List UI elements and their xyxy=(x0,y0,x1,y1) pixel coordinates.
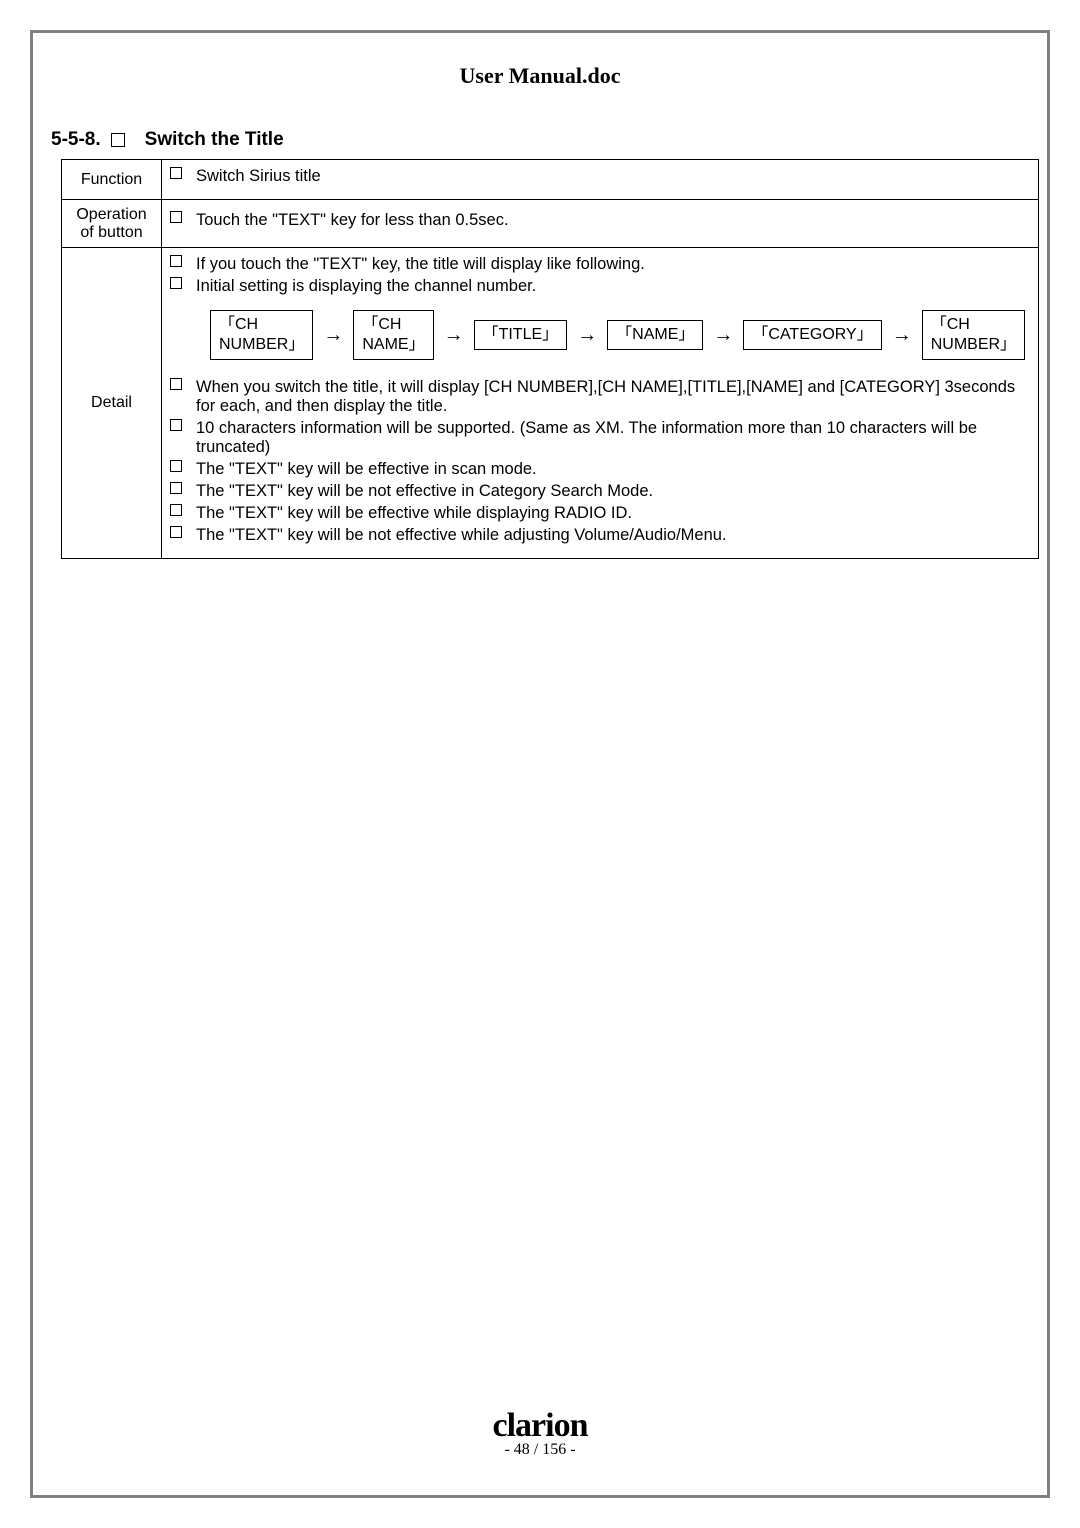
checkbox-icon xyxy=(170,277,182,289)
list-item: The "TEXT" key will be effective in scan… xyxy=(170,460,1030,479)
detail-label: Detail xyxy=(62,248,162,559)
list-item-text: Initial setting is displaying the channe… xyxy=(196,277,1030,296)
checkbox-icon xyxy=(170,255,182,267)
arrow-icon: → xyxy=(319,324,347,347)
flow-box: 「CATEGORY」 xyxy=(743,320,881,350)
flow-box: 「TITLE」 xyxy=(474,320,568,350)
operation-text: Touch the "TEXT" key for less than 0.5se… xyxy=(196,211,1030,230)
list-item-text: If you touch the "TEXT" key, the title w… xyxy=(196,255,1030,274)
list-item-text: The "TEXT" key will be effective while d… xyxy=(196,504,1030,523)
brand-logo: clarion xyxy=(41,1407,1039,1445)
arrow-icon: → xyxy=(440,324,468,347)
flow-box: 「CHNAME」 xyxy=(353,310,433,360)
arrow-icon: → xyxy=(709,324,737,347)
list-item: The "TEXT" key will be not effective whi… xyxy=(170,526,1030,545)
list-item-text: The "TEXT" key will be not effective whi… xyxy=(196,526,1030,545)
detail-content: If you touch the "TEXT" key, the title w… xyxy=(162,248,1039,559)
page-footer: clarion - 48 / 156 - xyxy=(41,1407,1039,1459)
checkbox-icon xyxy=(170,460,182,472)
function-text: Switch Sirius title xyxy=(196,167,1030,186)
operation-label: Operation of button xyxy=(62,200,162,248)
list-item: Initial setting is displaying the channe… xyxy=(170,277,1030,296)
arrow-icon: → xyxy=(888,324,916,347)
arrow-icon: → xyxy=(573,324,601,347)
list-item-text: The "TEXT" key will be effective in scan… xyxy=(196,460,1030,479)
table-row: Detail If you touch the "TEXT" key, the … xyxy=(62,248,1039,559)
section-title: Switch the Title xyxy=(145,129,284,151)
checkbox-icon xyxy=(170,419,182,431)
flow-box: 「CHNUMBER」 xyxy=(922,310,1025,360)
checkbox-icon xyxy=(170,167,182,179)
list-item-text: When you switch the title, it will displ… xyxy=(196,378,1030,416)
operation-content: Touch the "TEXT" key for less than 0.5se… xyxy=(162,200,1039,248)
list-item: If you touch the "TEXT" key, the title w… xyxy=(170,255,1030,274)
list-item-text: The "TEXT" key will be not effective in … xyxy=(196,482,1030,501)
checkbox-icon xyxy=(170,526,182,538)
list-item-text: 10 characters information will be suppor… xyxy=(196,419,1030,457)
section-number: 5-5-8. xyxy=(51,129,101,151)
function-content: Switch Sirius title xyxy=(162,160,1039,200)
checkbox-icon xyxy=(111,133,125,147)
checkbox-icon xyxy=(170,482,182,494)
document-title: User Manual.doc xyxy=(41,63,1039,89)
list-item: 10 characters information will be suppor… xyxy=(170,419,1030,457)
function-label: Function xyxy=(62,160,162,200)
list-item: When you switch the title, it will displ… xyxy=(170,378,1030,416)
table-row: Function Switch Sirius title xyxy=(62,160,1039,200)
list-item: The "TEXT" key will be effective while d… xyxy=(170,504,1030,523)
list-item: The "TEXT" key will be not effective in … xyxy=(170,482,1030,501)
checkbox-icon xyxy=(170,504,182,516)
page-number: - 48 / 156 - xyxy=(41,1441,1039,1459)
checkbox-icon xyxy=(170,211,182,223)
spec-table: Function Switch Sirius title Operation o… xyxy=(61,159,1039,559)
title-flow-diagram: 「CHNUMBER」→「CHNAME」→「TITLE」→「NAME」→「CATE… xyxy=(210,310,1030,360)
table-row: Operation of button Touch the "TEXT" key… xyxy=(62,200,1039,248)
checkbox-icon xyxy=(170,378,182,390)
flow-box: 「CHNUMBER」 xyxy=(210,310,313,360)
section-header: 5-5-8. Switch the Title xyxy=(41,129,1039,151)
flow-box: 「NAME」 xyxy=(607,320,703,350)
